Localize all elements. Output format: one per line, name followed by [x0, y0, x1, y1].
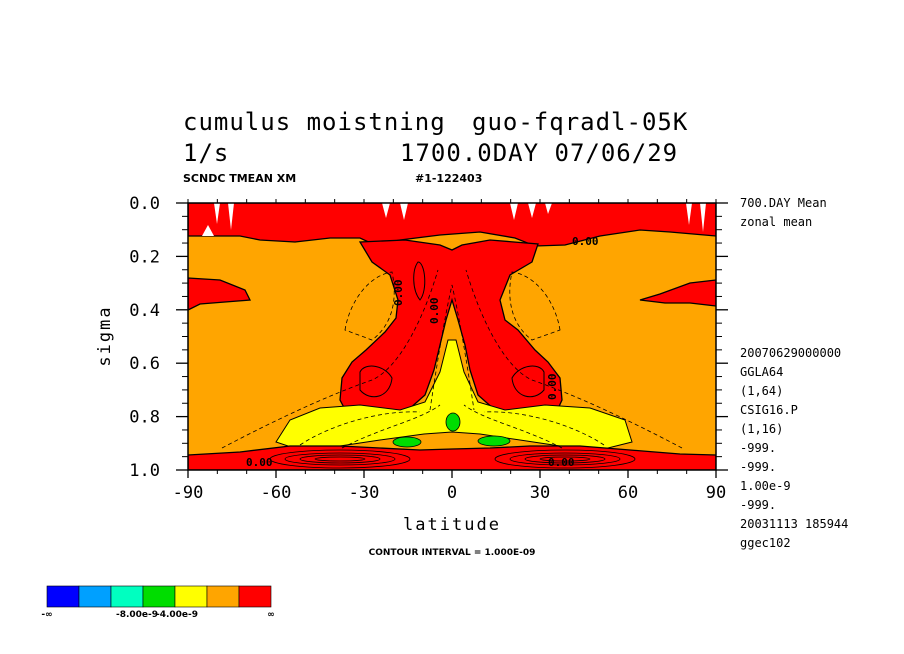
title-right-1: guo-fqradl-05K: [472, 108, 688, 136]
colorbar-swatch: [78, 585, 112, 608]
colorbar-label: -∞: [41, 610, 52, 620]
contour-label: 0.00: [572, 235, 599, 248]
side-info: 700.DAY Mean zonal mean 20070629000000 GGLA…: [740, 196, 848, 550]
colorbar-label: -4.00e-9: [156, 610, 198, 620]
surface-contours: [269, 449, 636, 469]
side-info-line: GGLA64: [740, 365, 783, 379]
negative-contours: [221, 269, 683, 449]
y-tick-label: 0.2: [129, 247, 160, 267]
contour-label: 0.00: [428, 298, 441, 325]
x-tick-label: -60: [261, 483, 292, 503]
subtitle-left: SCNDC TMEAN XM: [183, 172, 296, 185]
y-axis: 0.0 0.2 0.4 0.6 0.8 1.0: [129, 194, 728, 481]
green-spot-south: [392, 436, 422, 448]
tropical-red-plumes: [339, 239, 563, 419]
colorbar-swatch: [46, 585, 80, 608]
subtitle-right: #1-122403: [415, 172, 482, 185]
title-left-2: 1/s: [183, 139, 229, 167]
side-info-line: zonal mean: [740, 215, 812, 229]
contour-label: 0.00: [392, 280, 405, 307]
red-strip-east: [639, 279, 716, 307]
green-spot-equator: [445, 412, 461, 432]
title-left-1: cumulus moistning: [183, 108, 446, 136]
green-spot-north: [477, 435, 511, 447]
colorbar-swatch: [110, 585, 144, 608]
x-tick-label: 30: [530, 483, 550, 503]
side-info-line: 20031113 185944: [740, 517, 848, 531]
colorbar-swatch: [174, 585, 208, 608]
colorbar: -∞ -8.00e-9-4.00e-9 ∞: [41, 585, 275, 620]
side-info-line: 1.00e-9: [740, 479, 791, 493]
colorbar-label: -8.00e-9: [116, 610, 158, 620]
colorbar-label: ∞: [267, 610, 275, 620]
side-info-line: (1,16): [740, 422, 783, 436]
y-tick-label: 0.6: [129, 354, 160, 374]
surface-red-band: [188, 445, 716, 470]
x-axis-label: latitude: [403, 515, 501, 535]
red-strip-west: [188, 277, 252, 311]
side-info-line: CSIG16.P: [740, 403, 798, 417]
contour-label: 0.00: [548, 456, 575, 469]
x-tick-label: -30: [349, 483, 380, 503]
colorbar-swatch: [142, 585, 176, 608]
side-info-line: 700.DAY Mean: [740, 196, 827, 210]
y-tick-label: 0.8: [129, 408, 160, 428]
upper-band-gaps: [202, 203, 706, 236]
x-tick-label: -90: [173, 483, 204, 503]
contour-field: [188, 203, 716, 470]
yellow-region: [275, 339, 633, 451]
side-info-line: 20070629000000: [740, 346, 841, 360]
x-tick-label: 0: [447, 483, 457, 503]
side-info-line: ggec102: [740, 536, 791, 550]
y-tick-label: 1.0: [129, 461, 160, 481]
y-axis-label: sigma: [95, 305, 115, 366]
side-info-line: -999.: [740, 498, 776, 512]
colorbar-swatch: [238, 585, 272, 608]
contour-label: 0.00: [246, 456, 273, 469]
x-tick-label: 60: [618, 483, 638, 503]
title-right-2: 1700.0DAY 07/06/29: [400, 139, 678, 167]
colorbar-swatch: [206, 585, 240, 608]
contour-interval-note: CONTOUR INTERVAL = 1.000E-09: [369, 548, 536, 558]
upper-red-band: [188, 203, 716, 247]
x-axis: -90 -60 -30 0 30 60 90: [173, 199, 726, 503]
plume-cores: [359, 261, 545, 398]
x-tick-label: 90: [706, 483, 726, 503]
contour-label-group: 0.00 0.00 0.00 0.00 0.00 0.00: [246, 235, 599, 469]
contour-label: 0.00: [546, 374, 559, 401]
side-info-line: -999.: [740, 460, 776, 474]
y-tick-label: 0.0: [129, 194, 160, 214]
side-info-line: -999.: [740, 441, 776, 455]
side-info-line: (1,64): [740, 384, 783, 398]
y-tick-label: 0.4: [129, 301, 160, 321]
